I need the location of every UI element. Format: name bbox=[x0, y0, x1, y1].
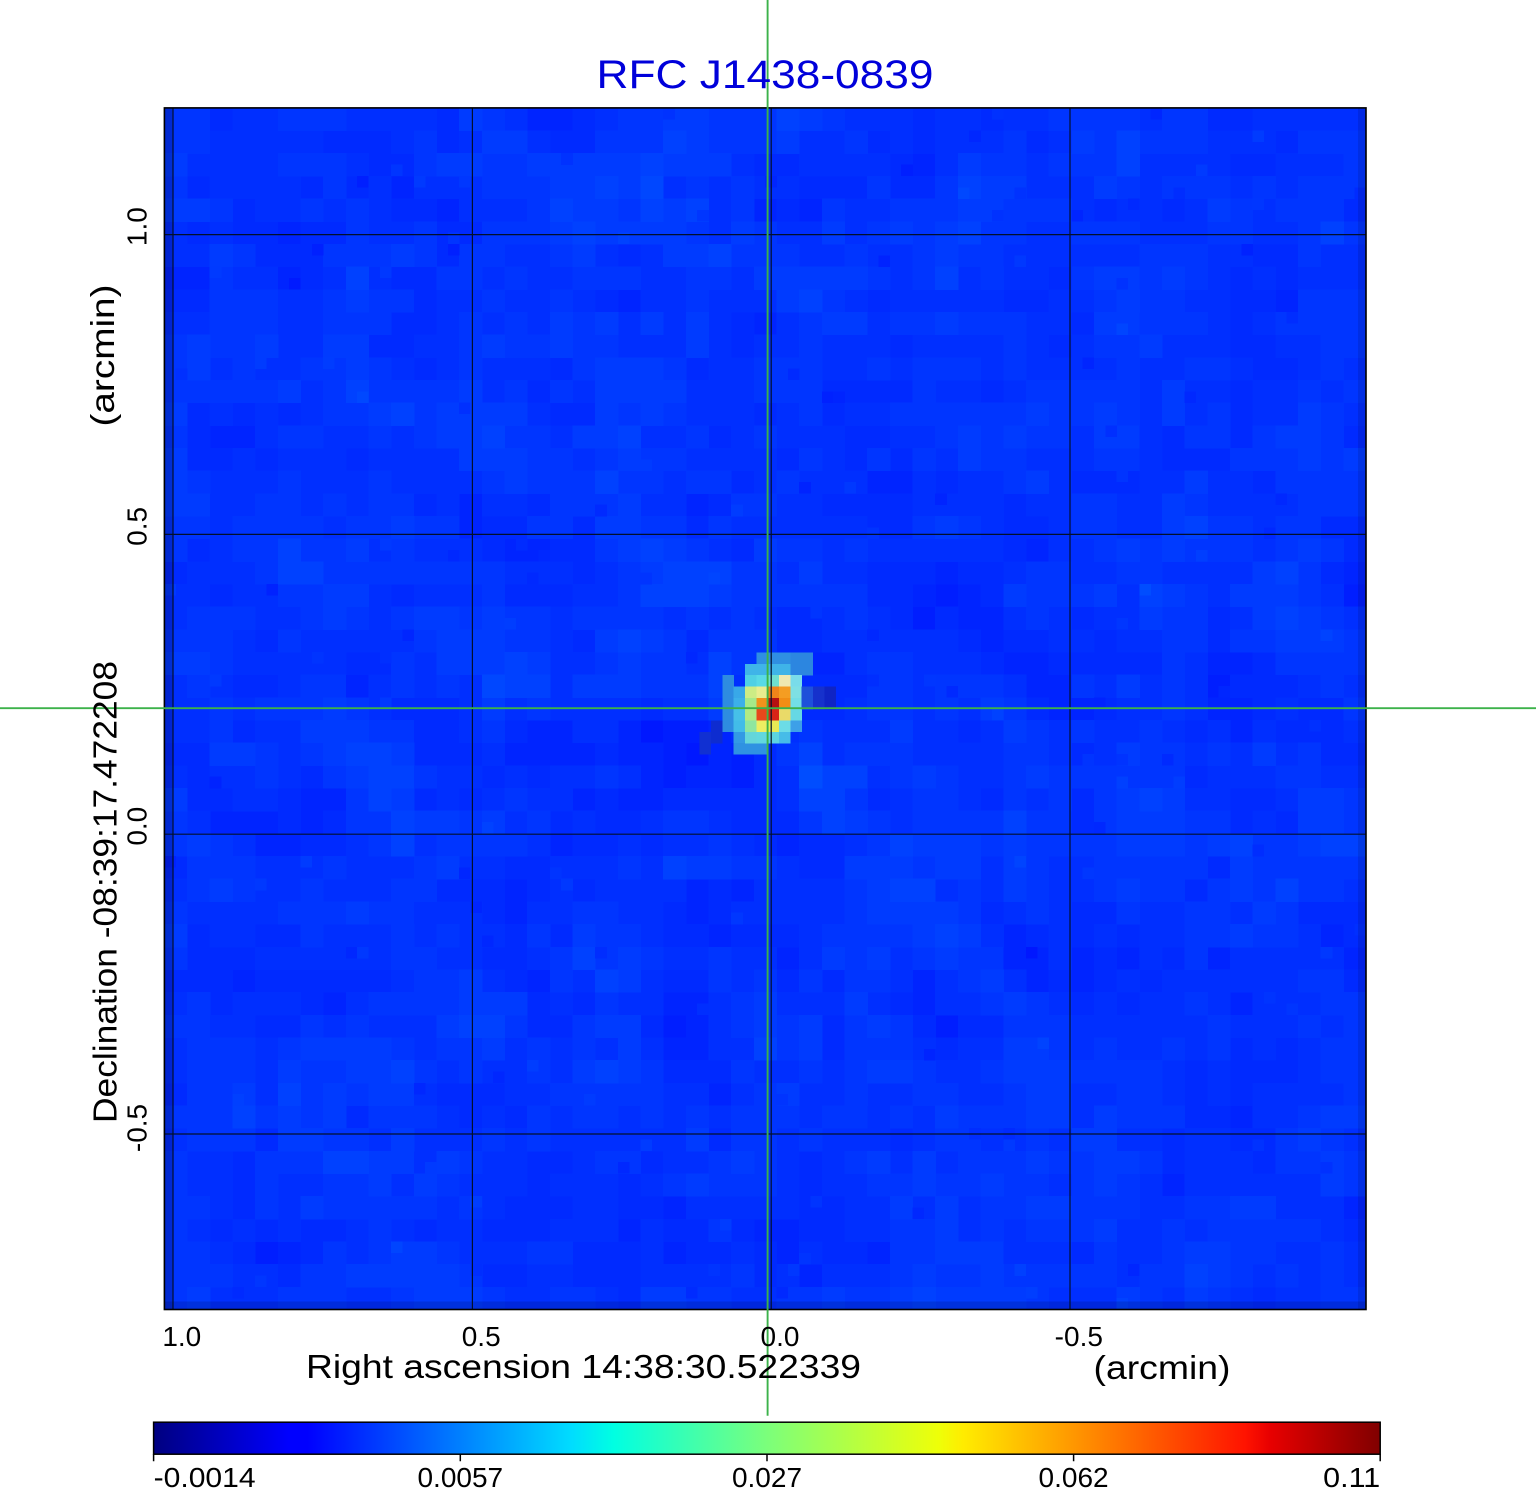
svg-text:(arcmin): (arcmin) bbox=[84, 285, 121, 427]
svg-text:(arcmin): (arcmin) bbox=[1094, 1349, 1231, 1386]
svg-text:0.027: 0.027 bbox=[732, 1462, 802, 1493]
svg-text:0.0: 0.0 bbox=[122, 807, 153, 846]
svg-text:0.5: 0.5 bbox=[122, 507, 153, 546]
svg-text:0.0057: 0.0057 bbox=[417, 1462, 503, 1493]
svg-text:Right ascension 14:38:30.5223: Right ascension 14:38:30.522339 bbox=[306, 1348, 861, 1385]
svg-text:0.062: 0.062 bbox=[1039, 1462, 1109, 1493]
svg-text:RFC J1438-0839: RFC J1438-0839 bbox=[597, 53, 934, 97]
svg-text:0.11: 0.11 bbox=[1323, 1462, 1380, 1493]
svg-text:0.0: 0.0 bbox=[761, 1321, 800, 1352]
svg-text:-0.5: -0.5 bbox=[122, 1104, 153, 1152]
svg-text:-0.0014: -0.0014 bbox=[154, 1462, 256, 1493]
svg-text:-0.5: -0.5 bbox=[1055, 1321, 1103, 1352]
svg-text:Declination -08:39:17.472208: Declination -08:39:17.472208 bbox=[87, 661, 124, 1123]
svg-text:1.0: 1.0 bbox=[122, 207, 153, 246]
svg-text:1.0: 1.0 bbox=[162, 1321, 201, 1352]
svg-text:0.5: 0.5 bbox=[462, 1321, 501, 1352]
